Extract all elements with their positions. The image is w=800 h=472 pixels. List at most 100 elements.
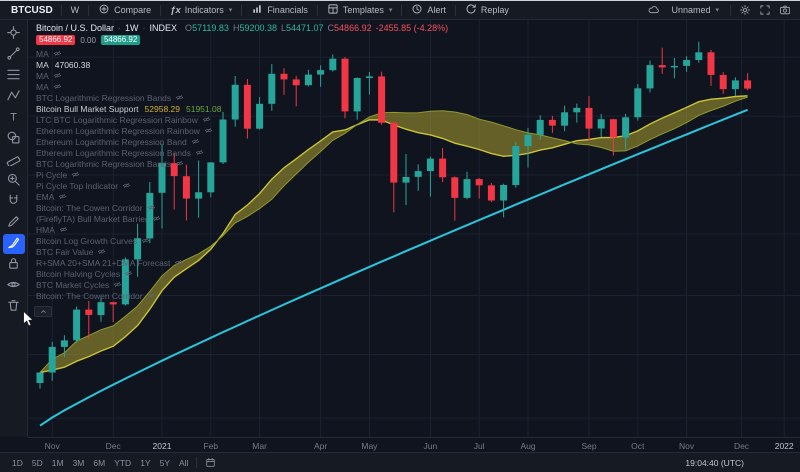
fib-retracement-tool-button[interactable]: [3, 66, 25, 86]
legend-change: -2455.85 (-4.28%): [375, 23, 449, 33]
clock[interactable]: 19:04:40 (UTC): [685, 457, 744, 468]
visibility-eye-icon[interactable]: [124, 269, 133, 278]
indicator-row[interactable]: BTC Logarithmic Regression Bands: [36, 92, 221, 103]
toolbar-button-indicators[interactable]: ƒx Indicators ▾: [170, 4, 233, 16]
symbol-button[interactable]: BTCUSD: [11, 4, 53, 16]
toolbar-button-compare[interactable]: Compare: [92, 1, 157, 19]
indicator-label: HMA: [36, 224, 55, 235]
magnet-tool-button[interactable]: [3, 192, 25, 212]
toolbar-button-financials[interactable]: Financials: [245, 1, 314, 19]
trash-icon: [6, 298, 21, 316]
visibility-eye-icon[interactable]: [122, 181, 131, 190]
visibility-eye-icon[interactable]: [97, 247, 106, 256]
range-button-6m[interactable]: 6M: [93, 457, 106, 468]
visibility-eye-icon[interactable]: [147, 203, 156, 212]
range-button-ytd[interactable]: YTD: [114, 457, 132, 468]
time-axis[interactable]: Nov Dec 2021 Feb Mar Apr May Jun Jul Aug Sep Oct Nov…: [28, 437, 800, 452]
chart-legend[interactable]: Bitcoin / U.S. Dollar · 1W · INDEX O5711…: [36, 23, 448, 33]
go-to-date-button[interactable]: [205, 457, 216, 468]
indicator-row[interactable]: Ethereum Logarithmic Regression Rainbow: [36, 125, 221, 136]
pattern-tool-button[interactable]: [3, 87, 25, 107]
visibility-eye-icon[interactable]: [53, 82, 62, 91]
trend-line-tool-button[interactable]: [3, 45, 25, 65]
indicator-row[interactable]: Bitcoin Log Growth Curves: [36, 235, 221, 246]
indicator-row[interactable]: MA: [36, 48, 221, 59]
lock-tool-button[interactable]: [3, 255, 25, 275]
ruler-tool-button[interactable]: [3, 150, 25, 170]
toolbar-divider: [88, 4, 90, 16]
indicator-row[interactable]: BTC Fair Value: [36, 246, 221, 257]
indicator-row[interactable]: Bitcoin: The Cowen Corridor: [36, 290, 221, 301]
indicator-row[interactable]: Ethereum Logarithmic Regression Band: [36, 136, 221, 147]
visibility-eye-icon[interactable]: [147, 291, 156, 300]
visibility-eye-icon[interactable]: [58, 192, 67, 201]
interval-button[interactable]: W: [70, 5, 80, 15]
visibility-eye-icon[interactable]: [113, 280, 122, 289]
visibility-eye-icon[interactable]: [204, 126, 213, 135]
trash-tool-button[interactable]: [3, 297, 25, 317]
fullscreen-icon[interactable]: [756, 1, 774, 19]
text-tool-button[interactable]: T: [3, 108, 25, 128]
indicator-row[interactable]: HMA: [36, 224, 221, 235]
visibility-eye-icon[interactable]: [141, 236, 150, 245]
indicator-row[interactable]: Pi Cycle: [36, 169, 221, 180]
collapse-indicators-button[interactable]: [34, 306, 52, 317]
indicator-label: LTC BTC Logarithmic Regression Rainbow: [36, 114, 198, 125]
toolbar-button-alert[interactable]: Alert: [405, 1, 452, 19]
time-axis-label: Dec: [105, 441, 121, 451]
indicator-row[interactable]: Bitcoin Bull Market Support 52958.29 51951…: [36, 103, 221, 114]
range-button-all[interactable]: All: [179, 457, 189, 468]
time-axis-label: Feb: [203, 441, 219, 451]
eye-tool-button[interactable]: [3, 276, 25, 296]
indicator-row[interactable]: MA 47060.38: [36, 59, 221, 70]
indicator-row[interactable]: MA: [36, 70, 221, 81]
range-button-5y[interactable]: 5Y: [159, 457, 170, 468]
indicator-row[interactable]: Bitcoin: The Cowen Corridor: [36, 202, 221, 213]
pencil-tool-button[interactable]: [3, 213, 25, 233]
visibility-eye-icon[interactable]: [202, 115, 211, 124]
snapshot-camera-icon[interactable]: [776, 1, 794, 19]
indicator-row[interactable]: BTC Logarithmic Regression Bands: [36, 158, 221, 169]
visibility-eye-icon[interactable]: [59, 225, 68, 234]
indicator-row[interactable]: MA: [36, 81, 221, 92]
settings-gear-icon[interactable]: [736, 1, 754, 19]
chevron-down-icon: ▾: [715, 7, 719, 14]
indicator-row[interactable]: Pi Cycle Top Indicator: [36, 180, 221, 191]
chart-canvas[interactable]: [28, 20, 800, 437]
visibility-eye-icon[interactable]: [174, 258, 183, 267]
visibility-eye-icon[interactable]: [195, 148, 204, 157]
chart-area[interactable]: Bitcoin / U.S. Dollar · 1W · INDEX O5711…: [28, 20, 800, 437]
indicator-row[interactable]: Bitcoin Halving Cycles: [36, 268, 221, 279]
range-button-3m[interactable]: 3M: [72, 457, 85, 468]
time-axis-label: Nov: [44, 441, 60, 451]
visibility-eye-icon[interactable]: [53, 49, 62, 58]
zoom-tool-button[interactable]: [3, 171, 25, 191]
indicator-row[interactable]: Ethereum Logarithmic Regression Bands: [36, 147, 221, 158]
range-button-1d[interactable]: 1D: [12, 457, 23, 468]
range-button-5d[interactable]: 5D: [31, 457, 43, 468]
toolbar-button-templates[interactable]: Templates ▾: [321, 1, 399, 19]
indicator-row[interactable]: (FireflyTA) Bull Market Barrier: [36, 213, 221, 224]
shapes-tool-button[interactable]: [3, 129, 25, 149]
toolbar-button-replay[interactable]: Replay: [459, 1, 515, 19]
visibility-eye-icon[interactable]: [175, 93, 184, 102]
visibility-eye-icon[interactable]: [53, 71, 62, 80]
range-button-1y[interactable]: 1Y: [140, 457, 151, 468]
indicator-row[interactable]: EMA: [36, 191, 221, 202]
toolbar-divider: [454, 4, 456, 16]
time-axis-label: Dec: [733, 441, 750, 451]
visibility-eye-icon[interactable]: [175, 159, 184, 168]
indicator-row[interactable]: LTC BTC Logarithmic Regression Rainbow: [36, 114, 221, 125]
visibility-eye-icon[interactable]: [191, 137, 200, 146]
crosshair-icon: [6, 25, 21, 43]
crosshair-tool-button[interactable]: [3, 24, 25, 44]
range-button-1m[interactable]: 1M: [51, 457, 64, 468]
cloud-icon[interactable]: [645, 1, 663, 19]
visibility-eye-icon[interactable]: [71, 170, 80, 179]
indicator-row[interactable]: BTC Market Cycles: [36, 279, 221, 290]
indicator-row[interactable]: R+SMA 20+SMA 21+DMA Forecast: [36, 257, 221, 268]
layout-name-button[interactable]: Unnamed ▾: [671, 5, 719, 15]
visibility-eye-icon[interactable]: [152, 214, 161, 223]
brush-tool-button[interactable]: [2, 234, 25, 254]
indicator-label: MA: [36, 81, 49, 92]
